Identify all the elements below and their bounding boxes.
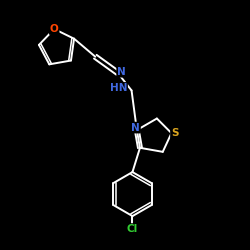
Text: S: S xyxy=(171,128,178,138)
Text: N: N xyxy=(117,67,126,77)
Text: O: O xyxy=(50,24,58,34)
Text: HN: HN xyxy=(110,83,127,93)
Text: Cl: Cl xyxy=(127,224,138,234)
Text: N: N xyxy=(131,122,140,132)
